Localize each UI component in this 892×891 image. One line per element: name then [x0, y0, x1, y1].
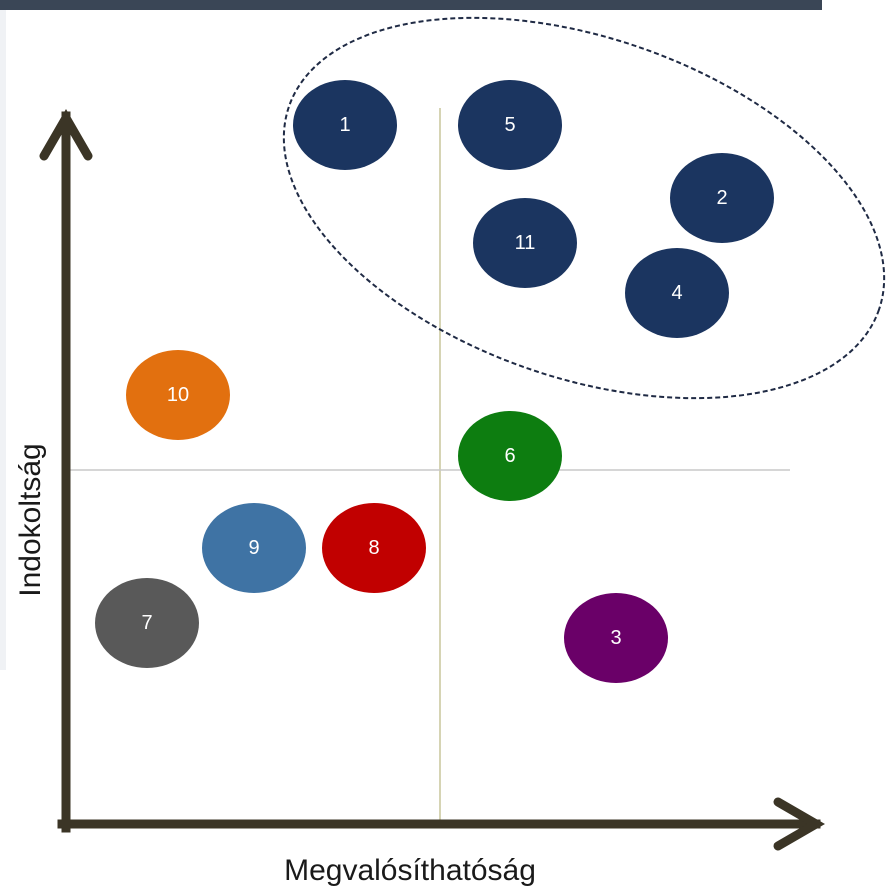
- left-side-panel: [0, 10, 6, 670]
- bubble-1-label: 1: [339, 114, 350, 136]
- bubble-9: 9: [202, 503, 306, 593]
- top-bar: [0, 0, 822, 10]
- bubble-2-label: 2: [716, 187, 727, 209]
- bubble-9-label: 9: [248, 537, 259, 559]
- bubble-8-label: 8: [368, 537, 379, 559]
- bubble-4: 4: [625, 248, 729, 338]
- y-axis-arrowhead: [39, 109, 93, 161]
- x-axis-label: Megvalósíthatóság: [284, 854, 536, 887]
- bubble-2-shape: [670, 153, 774, 243]
- bubble-5-shape: [458, 80, 562, 170]
- bubble-6: 6: [458, 411, 562, 501]
- bubble-5-label: 5: [504, 114, 515, 136]
- bubble-7-shape: [95, 578, 199, 668]
- bubble-3-label: 3: [610, 627, 621, 649]
- bubble-11-label: 11: [515, 232, 536, 254]
- bubble-7: 7: [95, 578, 199, 668]
- bubble-3: 3: [564, 593, 668, 683]
- bubble-4-shape: [625, 248, 729, 338]
- bubble-6-shape: [458, 411, 562, 501]
- bubble-7-label: 7: [141, 612, 152, 634]
- bubble-6-label: 6: [504, 445, 515, 467]
- y-axis: [39, 109, 93, 833]
- x-axis: [57, 797, 825, 851]
- bubble-10-shape: [126, 350, 230, 440]
- bubble-11: 11: [473, 198, 577, 288]
- cluster-outline: [282, 16, 886, 400]
- bubble-4-label: 4: [671, 282, 682, 304]
- bubble-11-shape: [473, 198, 577, 288]
- y-axis-label: Indokoltság: [14, 443, 47, 596]
- bubble-3-shape: [564, 593, 668, 683]
- bubble-8-shape: [322, 503, 426, 593]
- bubble-2: 2: [670, 153, 774, 243]
- bubble-5: 5: [458, 80, 562, 170]
- x-axis-arrowhead: [773, 797, 825, 851]
- bubble-8: 8: [322, 503, 426, 593]
- bubble-1-shape: [293, 80, 397, 170]
- bubble-10: 10: [126, 350, 230, 440]
- bubble-1: 1: [293, 80, 397, 170]
- bubble-9-shape: [202, 503, 306, 593]
- bubble-10-label: 10: [167, 384, 189, 406]
